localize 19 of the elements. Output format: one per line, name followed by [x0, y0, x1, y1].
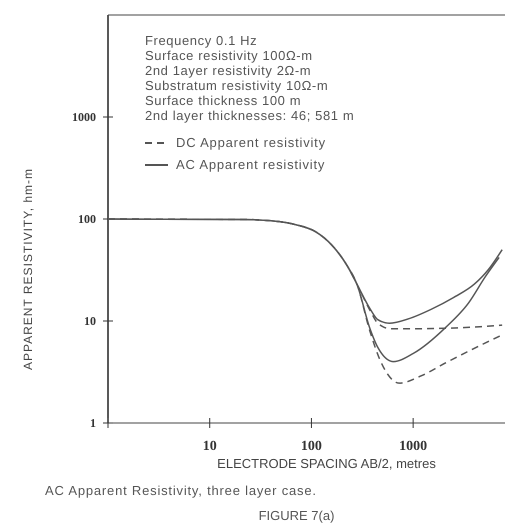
y-tick-label: 10 [84, 314, 96, 328]
legend-label: DC Apparent resistivity [176, 135, 326, 150]
annotation: Surface resistivity 100Ω-m [145, 48, 313, 63]
x-tick-label: 1000 [399, 439, 428, 454]
y-tick-label: 100 [78, 212, 96, 226]
y-axis-title: APPARENT RESISTIVITY, hm-m [21, 168, 35, 370]
annotation: 2nd layer thicknesses: 46; 581 m [145, 108, 354, 123]
annotation: Surface thickness 100 m [145, 93, 302, 108]
y-tick-label: 1 [90, 416, 96, 430]
x-axis-title: ELECTRODE SPACING AB/2, metres [217, 456, 436, 471]
annotation: Substratum resistivity 10Ω-m [145, 78, 328, 93]
x-tick-label: 10 [202, 439, 217, 454]
legend-label: AC Apparent resistivity [176, 157, 326, 172]
text: AC Apparent Resistivity, three layer case. [45, 483, 317, 498]
caption: FIGURE 7(a) [258, 508, 334, 523]
annotation: 2nd 1ayer resistivity 2Ω-m [145, 63, 312, 78]
y-tick-label: 1000 [72, 110, 96, 124]
x-tick-label: 100 [300, 439, 322, 454]
annotation: Frequency 0.1 Hz [145, 33, 258, 48]
